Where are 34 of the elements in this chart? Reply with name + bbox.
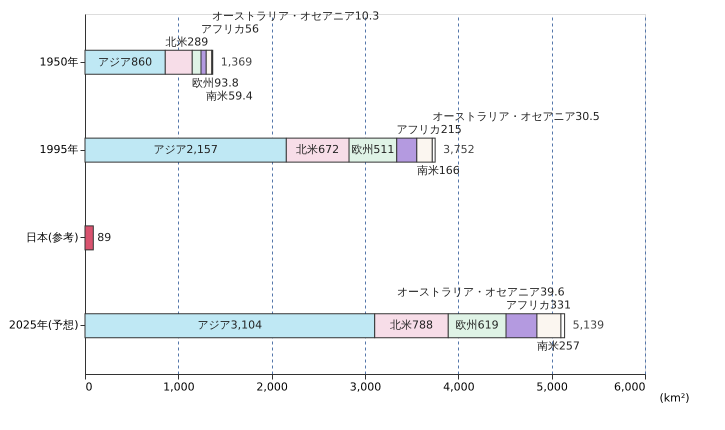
data-label: 89 [97, 230, 112, 244]
text: 欧州619 [456, 318, 499, 332]
x-tick-label: 3,000 [350, 380, 382, 394]
text: オーストラリア・オセアニア39.6 [397, 286, 565, 299]
x-tick-label: 5,000 [536, 380, 568, 394]
y-tick-label: 2025年(予想) [8, 318, 78, 332]
total-label: 3,752 [443, 143, 475, 156]
text: 北米289 [165, 35, 208, 48]
text: 欧州93.8 [192, 76, 239, 90]
text: 南米166 [416, 164, 460, 178]
total-label: 5,139 [572, 318, 604, 332]
x-tick-label: 2,000 [256, 380, 288, 394]
y-tick-label: 1995年 [40, 143, 78, 156]
text: 欧州511 [351, 143, 394, 156]
y-tick-label: 1950年 [40, 55, 78, 68]
text: アフリカ331 [506, 298, 572, 312]
text: 南米59.4 [206, 89, 253, 102]
x-tick-label: 4,000 [443, 380, 475, 394]
text: アフリカ56 [200, 22, 259, 36]
text: オーストラリア・オセアニア30.5 [432, 110, 600, 124]
text: アジア3,104 [198, 318, 262, 332]
text: アジア2,157 [153, 143, 218, 156]
text: 南米257 [536, 340, 580, 353]
text: アジア860 [98, 55, 152, 68]
text: 北米788 [390, 318, 433, 332]
text: オーストラリア・オセアニア10.3 [212, 9, 380, 22]
y-tick-label: 日本(参考) [26, 230, 78, 244]
x-axis-title: (km²) [660, 392, 690, 404]
text: アフリカ215 [396, 123, 462, 136]
x-tick-label: 1,000 [163, 380, 195, 394]
x-tick-label: 0 [86, 380, 92, 394]
x-tick-label: 6,000 [614, 380, 646, 394]
total-label: 1,369 [220, 55, 252, 68]
text: 北米672 [296, 143, 340, 156]
